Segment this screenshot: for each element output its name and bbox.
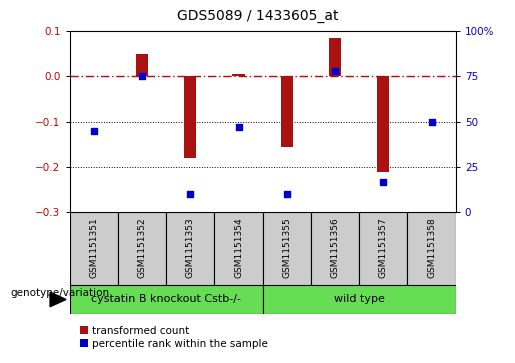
Text: GSM1151357: GSM1151357 <box>379 217 388 278</box>
Bar <box>232 74 245 76</box>
Bar <box>118 212 166 285</box>
Point <box>234 124 243 130</box>
Bar <box>166 212 214 285</box>
Bar <box>136 53 148 76</box>
Text: GSM1151351: GSM1151351 <box>89 217 98 278</box>
Bar <box>214 212 263 285</box>
Bar <box>311 212 359 285</box>
Text: cystatin B knockout Cstb-/-: cystatin B knockout Cstb-/- <box>91 294 241 305</box>
Text: wild type: wild type <box>334 294 385 305</box>
Text: GSM1151355: GSM1151355 <box>282 217 291 278</box>
Bar <box>263 212 311 285</box>
Polygon shape <box>50 292 66 307</box>
Bar <box>263 285 456 314</box>
Point <box>138 73 146 79</box>
Bar <box>377 76 389 171</box>
Bar <box>329 38 341 76</box>
Text: GSM1151354: GSM1151354 <box>234 217 243 278</box>
Point <box>283 191 291 197</box>
Text: genotype/variation: genotype/variation <box>10 288 109 298</box>
Text: GSM1151352: GSM1151352 <box>138 217 146 278</box>
Bar <box>184 76 196 158</box>
Point <box>90 128 98 134</box>
Point <box>186 191 194 197</box>
Legend: transformed count, percentile rank within the sample: transformed count, percentile rank withi… <box>80 326 268 349</box>
Point <box>331 68 339 74</box>
Text: GDS5089 / 1433605_at: GDS5089 / 1433605_at <box>177 9 338 23</box>
Text: GSM1151356: GSM1151356 <box>331 217 339 278</box>
Bar <box>70 212 118 285</box>
Bar <box>407 212 456 285</box>
Text: GSM1151358: GSM1151358 <box>427 217 436 278</box>
Point <box>379 179 387 184</box>
Point <box>427 119 436 125</box>
Bar <box>281 76 293 147</box>
Text: GSM1151353: GSM1151353 <box>186 217 195 278</box>
Bar <box>70 285 263 314</box>
Bar <box>359 212 407 285</box>
